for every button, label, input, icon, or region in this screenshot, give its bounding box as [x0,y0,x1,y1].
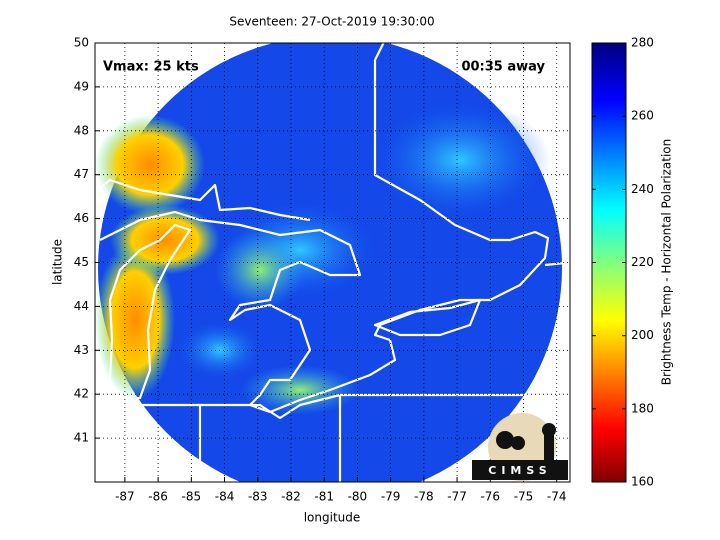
colorbar-tick-label: 160 [631,475,654,489]
y-axis-label: latitude [51,239,65,285]
x-tick-label: -82 [281,490,301,504]
y-tick-label: 43 [74,343,89,357]
y-tick-label: 46 [74,211,89,225]
x-tick-label: -75 [514,490,534,504]
x-tick-label: -77 [447,490,467,504]
colorbar-tick-label: 200 [631,328,654,342]
plot-frame [94,42,571,483]
logo: CIMSS [472,413,568,481]
logo-text: CIMSS [488,464,551,477]
colorbar-label: Brightness Temp - Horizontal Polarizatio… [660,139,674,386]
colorbar-tick-label: 180 [631,401,654,415]
x-tick-label: -83 [248,490,268,504]
time-annotation: 00:35 away [461,60,545,75]
x-tick-label: -76 [480,490,500,504]
x-tick-label: -79 [381,490,401,504]
y-tick-label: 44 [74,299,89,313]
y-tick-label: 50 [74,36,89,50]
colorbar-tick-label: 240 [631,182,654,196]
x-tick-label: -81 [314,490,334,504]
y-tick-label: 48 [74,123,89,137]
vmax-annotation: Vmax: 25 kts [103,60,199,75]
title: Seventeen: 27-Oct-2019 19:30:00 [229,15,434,29]
x-tick-label: -85 [182,490,202,504]
x-axis-label: longitude [304,511,361,525]
x-tick-label: -87 [115,490,135,504]
satellite-swath [95,43,570,482]
x-tick-label: -80 [348,490,368,504]
x-tick-label: -84 [215,490,235,504]
x-tick-label: -86 [148,490,168,504]
y-tick-label: 42 [74,387,89,401]
colorbar [591,42,627,483]
y-tick-label: 41 [74,431,89,445]
colorbar-tick-label: 220 [631,255,654,269]
x-tick-label: -78 [414,490,434,504]
y-tick-label: 49 [74,79,89,93]
colorbar-tick-label: 280 [631,36,654,50]
y-tick-label: 45 [74,255,89,269]
colorbar-tick-label: 260 [631,109,654,123]
y-tick-label: 47 [74,167,89,181]
x-tick-label: -74 [547,490,567,504]
